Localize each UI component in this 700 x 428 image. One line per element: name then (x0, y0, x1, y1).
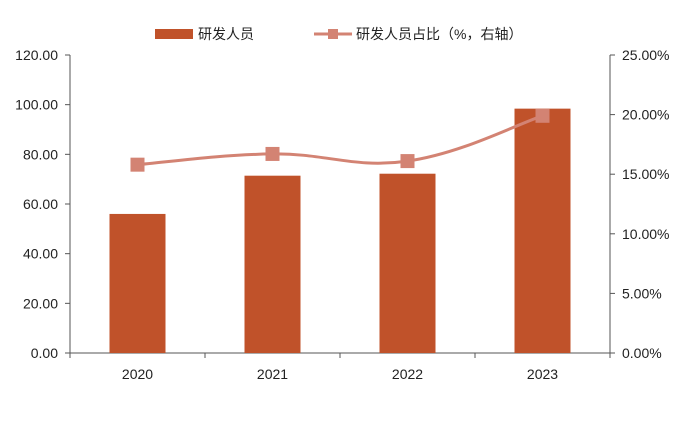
left-tick-label: 100.00 (15, 97, 58, 113)
left-tick-label: 40.00 (23, 246, 58, 262)
x-tick-label: 2023 (527, 366, 558, 382)
right-tick-label: 25.00% (622, 47, 669, 63)
left-tick-label: 120.00 (15, 47, 58, 63)
bar-2023 (514, 108, 571, 353)
ratio-marker-2023 (535, 108, 550, 123)
x-tick-label: 2021 (257, 366, 288, 382)
bar-2021 (244, 175, 301, 353)
ratio-marker-2021 (265, 146, 280, 161)
left-tick-label: 60.00 (23, 196, 58, 212)
legend-bar-swatch (155, 29, 193, 39)
left-tick-label: 80.00 (23, 146, 58, 162)
right-tick-label: 5.00% (622, 285, 662, 301)
legend-bar-label: 研发人员 (198, 26, 254, 42)
left-tick-label: 20.00 (23, 295, 58, 311)
ratio-marker-2020 (130, 157, 145, 172)
ratio-line (137, 114, 543, 167)
legend-line-marker (328, 29, 338, 39)
left-tick-label: 0.00 (31, 345, 58, 361)
bar-2020 (109, 213, 166, 353)
ratio-marker-2022 (400, 154, 415, 169)
x-tick-label: 2020 (122, 366, 153, 382)
right-tick-label: 15.00% (622, 166, 669, 182)
legend-line-label: 研发人员占比（%，右轴） (356, 26, 522, 42)
right-tick-label: 0.00% (622, 345, 662, 361)
right-tick-label: 20.00% (622, 107, 669, 123)
bar-2022 (379, 173, 436, 353)
x-tick-label: 2022 (392, 366, 423, 382)
right-tick-label: 10.00% (622, 226, 669, 242)
